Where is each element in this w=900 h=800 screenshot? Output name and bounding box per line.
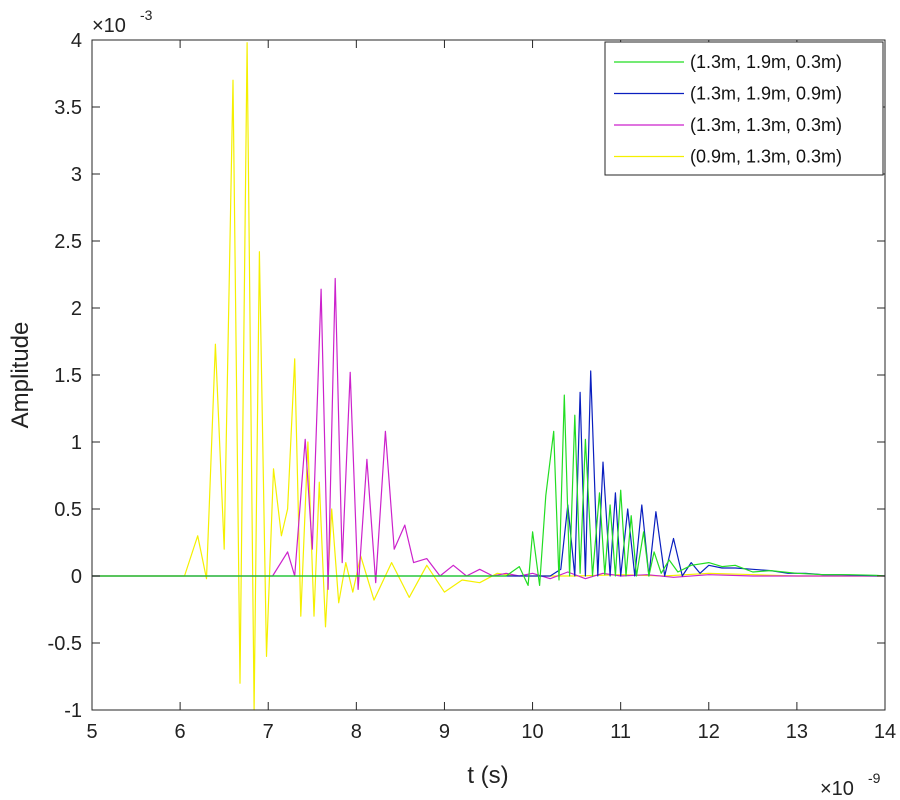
legend-label-1: (1.3m, 1.9m, 0.3m) xyxy=(690,52,842,72)
x-tick-label: 5 xyxy=(86,721,97,743)
y-tick-label: 1.5 xyxy=(54,365,82,387)
y-exponent-label: ×10 -3 xyxy=(92,7,153,37)
y-tick-label: 1 xyxy=(71,432,82,454)
x-exponent-base: ×10 xyxy=(820,778,854,800)
legend-box xyxy=(604,41,884,176)
x-tick-label: 10 xyxy=(521,721,543,743)
y-axis-ticks: -1 -0.5 0 0.5 1 1.5 2 2.5 3 3.5 4 xyxy=(48,30,885,722)
y-tick-label: 3.5 xyxy=(54,97,82,119)
series-line-3 xyxy=(92,277,885,591)
y-tick-label: 4 xyxy=(71,30,82,52)
legend: (1.3m, 1.9m, 0.3m) (1.3m, 1.9m, 0.9m) (1.3… xyxy=(604,41,884,176)
legend-label-4: (0.9m, 1.3m, 0.3m) xyxy=(690,147,842,167)
series-line-1 xyxy=(92,394,886,587)
y-axis-title: Amplitude xyxy=(7,322,34,429)
x-tick-label: 14 xyxy=(874,721,896,743)
x-tick-label: 12 xyxy=(698,721,720,743)
y-tick-label: 0.5 xyxy=(54,499,82,521)
x-tick-label: 13 xyxy=(786,721,808,743)
y-tick-label: 2.5 xyxy=(54,231,82,253)
y-tick-label: 0 xyxy=(71,566,82,588)
x-exponent-power: -9 xyxy=(868,770,881,786)
legend-label-2: (1.3m, 1.9m, 0.9m) xyxy=(690,84,842,104)
x-tick-label: 8 xyxy=(351,721,362,743)
x-tick-label: 7 xyxy=(263,721,274,743)
x-tick-label: 9 xyxy=(439,721,450,743)
x-axis-ticks: 5 6 7 8 9 10 11 12 13 14 xyxy=(86,40,896,743)
y-tick-label: 2 xyxy=(71,298,82,320)
y-tick-label: 3 xyxy=(71,164,82,186)
x-exponent-label: ×10 -9 xyxy=(820,770,881,800)
x-tick-label: 6 xyxy=(175,721,186,743)
y-exponent-power: -3 xyxy=(140,7,153,23)
series-layer xyxy=(92,42,886,711)
y-exponent-base: ×10 xyxy=(92,15,126,37)
y-tick-label: -0.5 xyxy=(48,633,82,655)
x-tick-label: 11 xyxy=(610,721,631,743)
y-tick-label: -1 xyxy=(64,700,82,722)
x-axis-title: t (s) xyxy=(467,762,508,789)
legend-label-3: (1.3m, 1.3m, 0.3m) xyxy=(690,115,842,135)
